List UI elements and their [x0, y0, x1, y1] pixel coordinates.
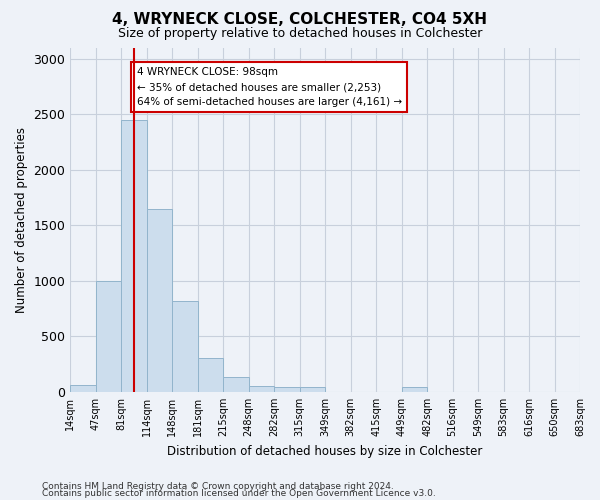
Bar	[299, 388, 325, 392]
Bar	[248, 386, 274, 392]
Bar	[147, 208, 172, 392]
Bar	[96, 281, 121, 392]
Text: Contains HM Land Registry data © Crown copyright and database right 2024.: Contains HM Land Registry data © Crown c…	[42, 482, 394, 491]
Bar	[70, 386, 96, 392]
Bar	[172, 301, 198, 392]
Bar	[274, 387, 299, 392]
Text: Size of property relative to detached houses in Colchester: Size of property relative to detached ho…	[118, 28, 482, 40]
Y-axis label: Number of detached properties: Number of detached properties	[15, 126, 28, 312]
Bar	[198, 358, 223, 392]
Text: 4, WRYNECK CLOSE, COLCHESTER, CO4 5XH: 4, WRYNECK CLOSE, COLCHESTER, CO4 5XH	[113, 12, 487, 28]
Text: Contains public sector information licensed under the Open Government Licence v3: Contains public sector information licen…	[42, 490, 436, 498]
Bar	[223, 378, 248, 392]
Text: 4 WRYNECK CLOSE: 98sqm
← 35% of detached houses are smaller (2,253)
64% of semi-: 4 WRYNECK CLOSE: 98sqm ← 35% of detached…	[137, 68, 401, 107]
Bar	[401, 388, 427, 392]
X-axis label: Distribution of detached houses by size in Colchester: Distribution of detached houses by size …	[167, 444, 483, 458]
Bar	[121, 120, 147, 392]
